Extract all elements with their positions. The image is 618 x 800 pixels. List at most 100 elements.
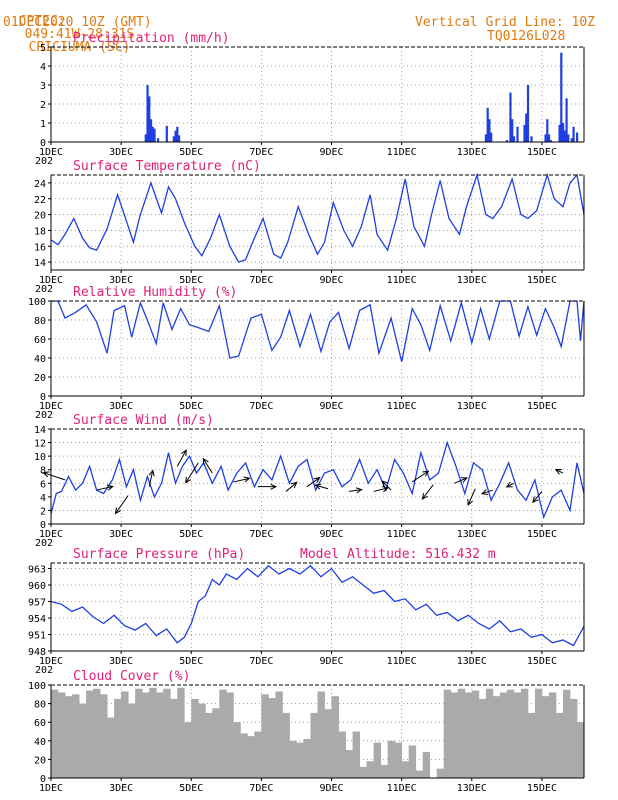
wind-arrow <box>467 488 476 506</box>
precip-bar <box>505 140 509 142</box>
cloud-bar <box>254 731 262 778</box>
cloud-bar <box>499 692 508 778</box>
cloud-bar <box>352 731 360 778</box>
precip-bar <box>525 113 528 142</box>
cloud-bar <box>443 689 452 778</box>
y-tick-label: 10 <box>34 452 46 463</box>
cloud-bar <box>205 712 213 778</box>
cloud-bar <box>296 742 304 778</box>
x-tick-label: 5DEC <box>179 275 203 286</box>
wind-arrow-head <box>42 471 50 478</box>
precip-bar <box>153 128 156 142</box>
cloud-bar <box>548 692 557 778</box>
y-tick-label: 24 <box>34 179 46 190</box>
y-tick-label: 14 <box>34 425 46 436</box>
y-tick-label: 40 <box>34 737 46 748</box>
cloud-bar <box>310 712 318 778</box>
x-tick-label: 7DEC <box>249 147 273 158</box>
x-tick-label: 13DEC <box>457 529 487 540</box>
y-tick-label: 3 <box>40 81 46 92</box>
wind-arrow-head <box>314 483 322 490</box>
x-tick-label: 11DEC <box>387 656 417 667</box>
precip-bar <box>575 132 579 142</box>
cloud-bar <box>359 766 367 778</box>
wind-arrow-head <box>422 470 430 477</box>
cloud-bar <box>555 712 564 778</box>
y-tick-label: 0 <box>40 520 46 531</box>
cloud-bar <box>247 736 255 778</box>
cloud-bar <box>534 688 543 778</box>
wind-arrow <box>202 458 213 474</box>
cloud-bar <box>485 688 494 778</box>
cloud-bar <box>100 694 108 778</box>
wind-arrow <box>115 495 129 514</box>
x-tick-label: 1DEC <box>39 275 63 286</box>
cloud-bar <box>177 687 185 778</box>
x-tick-label: 9DEC <box>319 147 343 158</box>
y-tick-label: 12 <box>34 439 46 450</box>
cloud-bar <box>128 703 136 778</box>
cloud-bar <box>492 696 501 778</box>
x-tick-label: 13DEC <box>457 275 487 286</box>
y-tick-label: 0 <box>40 392 46 403</box>
x-tick-label: 11DEC <box>387 147 417 158</box>
cloud-bar <box>135 688 143 778</box>
header-grid-note: Vertical Grid Line: 10Z <box>415 15 596 30</box>
cloud-bar <box>170 698 178 778</box>
series-line <box>50 172 585 263</box>
wind-arrow-head <box>505 481 513 488</box>
wind-arrow <box>381 480 392 491</box>
x-year-label: 202 <box>35 538 53 549</box>
cloud-bar <box>79 703 87 778</box>
cloud-bar <box>149 687 157 778</box>
panel-title: Surface Temperature (nC) <box>73 159 261 174</box>
wind-arrow-head <box>554 468 562 475</box>
cloud-bar <box>422 751 431 778</box>
cloud-bar <box>86 690 94 778</box>
precip-bar <box>174 130 177 142</box>
wind-arrow <box>176 449 187 467</box>
x-tick-label: 9DEC <box>319 656 343 667</box>
cloud-bar <box>366 761 375 778</box>
precip-bar <box>484 134 488 142</box>
precip-bar <box>511 119 514 142</box>
cloud-bar <box>527 712 536 778</box>
precip-bar <box>488 119 491 142</box>
cloud-bar <box>394 742 403 778</box>
cloud-bar <box>562 689 571 778</box>
precip-bar <box>172 136 175 142</box>
x-tick-label: 13DEC <box>457 401 487 412</box>
cloud-bar <box>93 688 101 778</box>
y-tick-label: 100 <box>28 681 46 692</box>
wind-arrow <box>481 489 493 495</box>
cloud-bar <box>324 709 332 778</box>
wind-arrow-head <box>421 493 428 500</box>
y-tick-label: 0 <box>40 774 46 785</box>
x-year-label: 202 <box>35 284 53 295</box>
cloud-bar <box>282 712 290 778</box>
cloud-bar <box>415 770 424 778</box>
cloud-bar <box>212 708 220 778</box>
panel-4: 948 951 954 957 960 963 1DEC 3DEC 5DEC 7DEC 9DEC 11… <box>28 547 585 676</box>
y-tick-label: 951 <box>28 631 46 642</box>
wind-arrow <box>148 470 154 487</box>
x-tick-label: 11DEC <box>387 529 417 540</box>
x-tick-label: 13DEC <box>457 656 487 667</box>
header-coords: 049:41W-28:31S <box>24 27 135 42</box>
cloud-bar <box>541 696 550 778</box>
x-tick-label: 3DEC <box>109 783 133 794</box>
y-tick-label: 18 <box>34 226 46 237</box>
x-tick-label: 9DEC <box>319 275 343 286</box>
precip-bar <box>148 96 151 142</box>
cloud-bar <box>408 745 417 778</box>
panel-subtitle: Model Altitude: 516.432 m <box>300 547 496 562</box>
wind-arrow-head <box>382 486 390 493</box>
precip-bar <box>567 134 570 142</box>
precip-bar <box>144 134 147 142</box>
precip-bar <box>558 124 561 142</box>
y-tick-label: 60 <box>34 335 46 346</box>
precip-bar <box>516 126 519 142</box>
header-datetime: 01DEC2020 10Z (GMT) <box>3 15 152 30</box>
wind-arrow-head <box>148 469 155 477</box>
cloud-bar <box>450 692 459 778</box>
